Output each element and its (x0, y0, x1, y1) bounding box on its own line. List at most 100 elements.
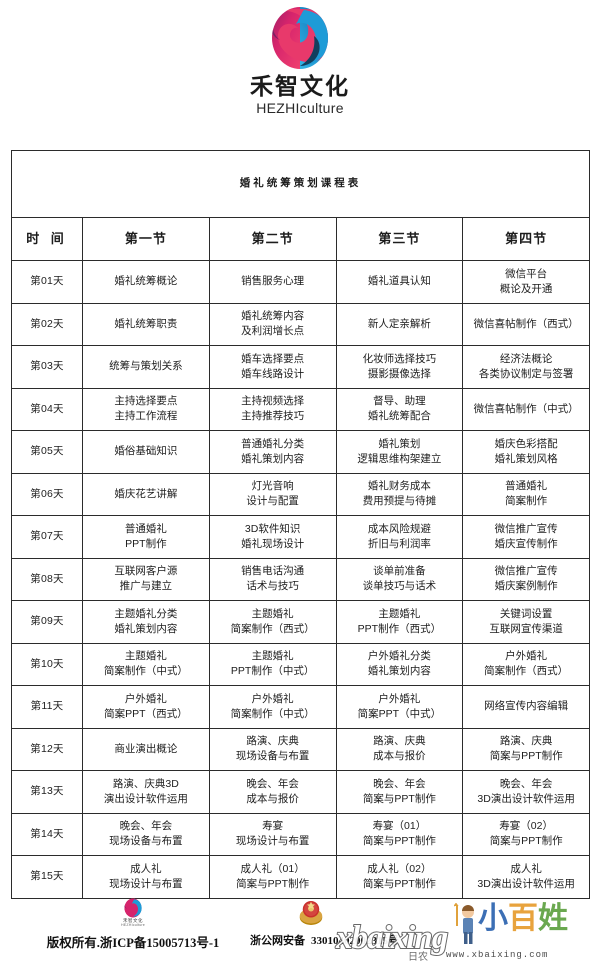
day-label: 第01天 (11, 260, 83, 304)
brand-name-en: HEZHIculture (256, 100, 344, 117)
table-row: 第09天 主题婚礼分类 婚礼策划内容 主题婚礼 简案制作（西式） 主题婚礼 PPT制作… (11, 600, 591, 644)
course-cell: 普通婚礼 简案制作 (462, 472, 591, 516)
course-cell: 寿宴（01） 简案与PPT制作 (335, 812, 464, 856)
hezhi-swirl-logo-icon (272, 7, 328, 69)
table-row: 第14天 晚会、年会 现场设备与布置 寿宴 现场设计与布置 寿宴（01） 简案与PPT… (11, 812, 591, 856)
course-cell: 路演、庆典 简案与PPT制作 (462, 727, 591, 771)
police-badge-icon (299, 901, 323, 925)
day-label: 第09天 (11, 600, 83, 644)
course-cell: 晚会、年会 成本与报价 (208, 770, 337, 814)
course-cell: 主题婚礼 PPT制作（西式） (335, 600, 464, 644)
table-row: 第07天 普通婚礼 PPT制作 3D软件知识 婚礼现场设计 成本风险规避 折旧与利润率… (11, 515, 591, 559)
course-cell: 主题婚礼 简案制作（西式） (208, 600, 337, 644)
table-header-row: 时 间第一节 第二节 第三节 第四节 (11, 217, 591, 261)
course-cell: 成人礼 现场设计与布置 (82, 855, 210, 899)
footer-logo-name-en: HEZHIculture (121, 922, 145, 927)
day-label: 第12天 (11, 727, 83, 771)
course-cell: 成人礼 3D演出设计软件运用 (462, 855, 591, 899)
column-header-session-4: 第四节 (462, 217, 591, 261)
course-cell: 销售电话沟通 话术与技巧 (208, 557, 337, 601)
course-cell: 成本风险规避 折旧与利润率 (335, 515, 464, 559)
course-cell: 户外婚礼 简案制作（中式） (208, 685, 337, 729)
column-header-session-1: 第一节 (82, 217, 210, 261)
course-cell: 婚车选择要点 婚车线路设计 (208, 345, 337, 389)
column-header-time: 时 间 (11, 217, 83, 261)
course-cell: 婚庆色彩搭配 婚礼策划风格 (462, 430, 591, 474)
table-row: 第11天 户外婚礼 简案PPT（西式） 户外婚礼 简案制作（中式） 户外婚礼 简案PP… (11, 685, 591, 729)
course-cell: 路演、庆典3D 演出设计软件运用 (82, 770, 210, 814)
page-footer: 禾智文化 HEZHIculture 版权所有.浙ICP备15005713号-1 … (0, 896, 600, 972)
course-cell: 晚会、年会 现场设备与布置 (82, 812, 210, 856)
police-badge-wrap (296, 898, 326, 928)
brand-header: 禾智文化 HEZHIculture (0, 0, 600, 116)
gov-record-block[interactable]: 浙公网安备 33010402002315号 (250, 932, 399, 948)
course-cell: 微信推广宣传 婚庆案例制作 (462, 557, 591, 601)
course-cell: 婚礼道具认知 (335, 260, 464, 304)
footer-logo-name-cn: 禾智文化 (123, 918, 143, 923)
day-label: 第14天 (11, 812, 83, 856)
page-title: 婚礼统筹策划课程表 (10, 150, 591, 218)
course-cell: 主题婚礼 PPT制作（中式） (208, 642, 337, 686)
course-cell: 婚礼统筹内容 及利润增长点 (208, 302, 337, 346)
course-cell: 统筹与策划关系 (82, 345, 210, 389)
course-cell: 婚庆花艺讲解 (82, 472, 210, 516)
course-cell: 成人礼（02） 简案与PPT制作 (335, 855, 464, 899)
schedule-sheet: 婚礼统筹策划课程表 时 间第一节 第二节 第三节 第四节 第01天 婚礼统筹概论 销售服务心… (10, 150, 591, 899)
column-header-session-2: 第二节 (208, 217, 337, 261)
course-cell: 户外婚礼分类 婚礼策划内容 (335, 642, 464, 686)
course-cell: 户外婚礼 简案PPT（西式） (82, 685, 210, 729)
day-label: 第15天 (11, 855, 83, 899)
course-cell: 督导、助理 婚礼统筹配合 (335, 387, 464, 431)
table-row: 第05天 婚俗基础知识 普通婚礼分类 婚礼策划内容 婚礼策划 逻辑思维构架建立 婚庆色彩… (11, 430, 591, 474)
course-cell: 成人礼（01） 简案与PPT制作 (208, 855, 337, 899)
course-cell: 晚会、年会 简案与PPT制作 (335, 770, 464, 814)
course-cell: 网络宣传内容编辑 (462, 685, 591, 729)
course-cell: 主持选择要点 主持工作流程 (82, 387, 210, 431)
course-cell: 婚礼策划 逻辑思维构架建立 (335, 430, 464, 474)
course-cell: 销售服务心理 (208, 260, 337, 304)
table-row: 第13天 路演、庆典3D 演出设计软件运用 晚会、年会 成本与报价 晚会、年会 简案与… (11, 770, 591, 814)
course-schedule-table: 婚礼统筹策划课程表 时 间第一节 第二节 第三节 第四节 第01天 婚礼统筹概论 销售服务心… (10, 150, 591, 899)
table-row: 第15天 成人礼 现场设计与布置 成人礼（01） 简案与PPT制作 成人礼（02） 简… (11, 855, 591, 899)
table-row: 第10天 主题婚礼 简案制作（中式） 主题婚礼 PPT制作（中式） 户外婚礼分类 婚礼… (11, 642, 591, 686)
table-row: 第06天 婚庆花艺讲解 灯光音响 设计与配置 婚礼财务成本 费用预提与待摊 普通婚礼 简… (11, 472, 591, 516)
brand-name-cn: 禾智文化 (250, 73, 350, 99)
icp-license-text[interactable]: 版权所有.浙ICP备15005713号-1 (46, 935, 220, 950)
column-header-session-3: 第三节 (335, 217, 464, 261)
course-cell: 婚礼统筹概论 (82, 260, 210, 304)
course-cell: 路演、庆典 成本与报价 (335, 727, 464, 771)
day-label: 第13天 (11, 770, 83, 814)
course-cell: 婚俗基础知识 (82, 430, 210, 474)
course-cell: 晚会、年会 3D演出设计软件运用 (462, 770, 591, 814)
day-label: 第10天 (11, 642, 83, 686)
day-label: 第04天 (11, 387, 83, 431)
table-row: 第12天 商业演出概论 路演、庆典 现场设备与布置 路演、庆典 成本与报价 路演、庆典 … (11, 727, 591, 771)
course-cell: 灯光音响 设计与配置 (208, 472, 337, 516)
course-cell: 主题婚礼 简案制作（中式） (82, 642, 210, 686)
course-cell: 普通婚礼 PPT制作 (82, 515, 210, 559)
day-label: 第11天 (11, 685, 83, 729)
hezhi-swirl-logo-icon (124, 898, 142, 918)
course-cell: 化妆师选择技巧 摄影摄像选择 (335, 345, 464, 389)
course-cell: 普通婚礼分类 婚礼策划内容 (208, 430, 337, 474)
course-cell: 主持视频选择 主持推荐技巧 (208, 387, 337, 431)
course-cell: 微信喜帖制作（西式） (462, 302, 591, 346)
course-cell: 路演、庆典 现场设备与布置 (208, 727, 337, 771)
copyright-block: 禾智文化 HEZHIculture 版权所有.浙ICP备15005713号-1 (28, 898, 238, 951)
course-cell: 谈单前准备 谈单技巧与话术 (335, 557, 464, 601)
course-cell: 婚礼财务成本 费用预提与待摊 (335, 472, 464, 516)
course-cell: 3D软件知识 婚礼现场设计 (208, 515, 337, 559)
gov-record-label: 浙公网安备 (250, 935, 305, 947)
course-cell: 微信喜帖制作（中式） (462, 387, 591, 431)
course-cell: 户外婚礼 简案PPT（中式） (335, 685, 464, 729)
day-label: 第05天 (11, 430, 83, 474)
table-row: 第02天 婚礼统筹职责 婚礼统筹内容 及利润增长点 新人定亲解析 微信喜帖制作（西式） (11, 302, 591, 346)
course-cell: 寿宴 现场设计与布置 (208, 812, 337, 856)
course-cell: 寿宴（02） 简案与PPT制作 (462, 812, 591, 856)
day-label: 第03天 (11, 345, 83, 389)
table-row: 第03天 统筹与策划关系 婚车选择要点 婚车线路设计 化妆师选择技巧 摄影摄像选择 经济… (11, 345, 591, 389)
course-cell: 关键词设置 互联网宣传渠道 (462, 600, 591, 644)
day-label: 第06天 (11, 472, 83, 516)
table-row: 第04天 主持选择要点 主持工作流程 主持视频选择 主持推荐技巧 督导、助理 婚礼统筹… (11, 387, 591, 431)
course-cell: 婚礼统筹职责 (82, 302, 210, 346)
